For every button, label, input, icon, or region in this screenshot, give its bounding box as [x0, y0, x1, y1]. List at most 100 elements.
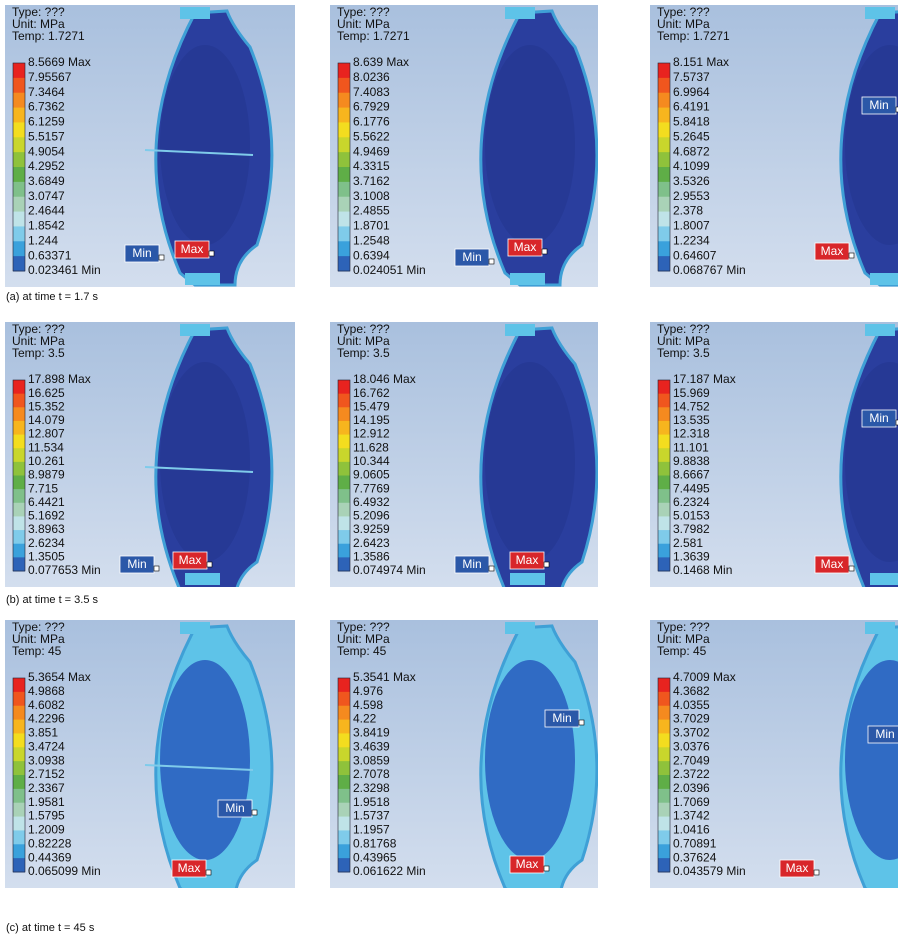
legend-label: 0.1468 Min — [673, 563, 732, 577]
panel-body: Type: ???Unit: MPaTemp: 3.518.046 Max16.… — [330, 322, 598, 602]
legend-band — [338, 241, 350, 256]
legend-label: 12.318 — [673, 427, 710, 441]
legend-label: 3.7029 — [673, 712, 710, 726]
legend-label: 15.969 — [673, 386, 710, 400]
legend-label: 7.7769 — [353, 481, 390, 495]
min-tag: Min — [120, 556, 159, 573]
legend-band — [658, 830, 670, 844]
legend-label: 4.3315 — [353, 159, 390, 173]
legend-label: 4.9469 — [353, 144, 390, 158]
max-tag: Max — [175, 241, 214, 258]
min-tag-pin — [154, 566, 159, 571]
legend-label: 14.079 — [28, 413, 65, 427]
row-caption: (c) at time t = 45 s — [6, 922, 95, 934]
legend-label: 3.8963 — [28, 522, 65, 536]
min-tag-text: Min — [552, 711, 571, 725]
legend-label: 11.534 — [28, 440, 64, 454]
max-tag-text: Max — [821, 557, 844, 571]
legend-label: 7.95567 — [28, 70, 72, 84]
min-tag: Min — [862, 97, 898, 114]
legend-label: 4.2952 — [28, 159, 65, 173]
pad-clip — [505, 622, 535, 634]
legend-label: 0.37624 — [673, 850, 717, 864]
legend-label: 12.807 — [28, 427, 65, 441]
min-tag-pin — [159, 255, 164, 260]
legend-label: 4.598 — [353, 698, 383, 712]
legend-band — [13, 830, 25, 844]
legend-band — [338, 747, 350, 761]
contour-panel: Type: ???Unit: MPaTemp: 454.7009 Max4.36… — [650, 620, 898, 900]
legend-band — [658, 516, 670, 530]
max-tag-pin — [206, 870, 211, 875]
legend-label: 4.3682 — [673, 684, 710, 698]
legend-label: 15.479 — [353, 399, 390, 413]
pad-clip — [505, 324, 535, 336]
legend-band — [13, 197, 25, 212]
min-tag: Min — [545, 710, 584, 727]
pad-clip — [185, 573, 220, 585]
legend-band — [658, 530, 670, 544]
min-tag-text: Min — [127, 557, 146, 571]
legend-band — [338, 137, 350, 152]
legend-band — [13, 63, 25, 78]
legend-band — [338, 152, 350, 167]
contour-panel: Type: ???Unit: MPaTemp: 1.72718.639 Max8… — [330, 5, 598, 287]
legend-band — [13, 394, 25, 408]
legend-band — [13, 421, 25, 435]
legend-band — [338, 830, 350, 844]
legend-band — [13, 720, 25, 734]
legend-band — [658, 692, 670, 706]
legend-label: 2.7078 — [353, 767, 390, 781]
max-tag: Max — [780, 860, 819, 877]
legend-label: 2.3722 — [673, 767, 710, 781]
legend-label: 7.3464 — [28, 85, 65, 99]
legend-label: 2.0396 — [673, 781, 710, 795]
legend-band — [338, 476, 350, 490]
min-tag-pin — [579, 720, 584, 725]
legend-label: 5.2096 — [353, 509, 390, 523]
contour-panel: Type: ???Unit: MPaTemp: 3.517.898 Max16.… — [5, 322, 295, 602]
legend-band — [658, 489, 670, 503]
legend-band — [658, 241, 670, 256]
legend-label: 13.535 — [673, 413, 710, 427]
pad-clip — [180, 324, 210, 336]
max-tag-pin — [209, 251, 214, 256]
legend-band — [13, 435, 25, 449]
legend-band — [338, 394, 350, 408]
legend-label: 9.8838 — [673, 454, 710, 468]
legend-band — [338, 256, 350, 271]
legend-label: 0.70891 — [673, 836, 717, 850]
legend-label: 4.7009 Max — [673, 670, 736, 684]
max-tag-pin — [849, 566, 854, 571]
legend-band — [658, 462, 670, 476]
legend-band — [338, 462, 350, 476]
legend-band — [658, 747, 670, 761]
legend-label: 1.2009 — [28, 823, 65, 837]
legend-label: 8.0236 — [353, 70, 390, 84]
figure: Type: ???Unit: MPaTemp: 1.72718.5669 Max… — [0, 0, 898, 940]
legend-band — [338, 448, 350, 462]
pad-core — [160, 660, 250, 860]
max-tag-text: Max — [178, 861, 201, 875]
max-tag-text: Max — [821, 244, 844, 258]
contour-panel: Type: ???Unit: MPaTemp: 455.3541 Max4.97… — [330, 620, 598, 900]
legend-band — [338, 817, 350, 831]
legend-label: 7.4495 — [673, 481, 710, 495]
legend-label: 1.8542 — [28, 219, 65, 233]
legend-band — [658, 212, 670, 227]
pad-clip — [865, 7, 895, 19]
legend-band — [338, 407, 350, 421]
legend-band — [338, 421, 350, 435]
legend-label: 1.7069 — [673, 795, 710, 809]
legend-band — [13, 678, 25, 692]
pad-clip — [180, 622, 210, 634]
contour-panel: Type: ???Unit: MPaTemp: 1.72718.151 Max7… — [650, 5, 898, 287]
legend-band — [658, 858, 670, 872]
min-tag: Min — [868, 726, 898, 743]
legend-label: 5.3654 Max — [28, 670, 91, 684]
legend-band — [338, 720, 350, 734]
legend-band — [13, 462, 25, 476]
min-tag-text: Min — [875, 727, 894, 741]
legend-label: 0.077653 Min — [28, 563, 101, 577]
